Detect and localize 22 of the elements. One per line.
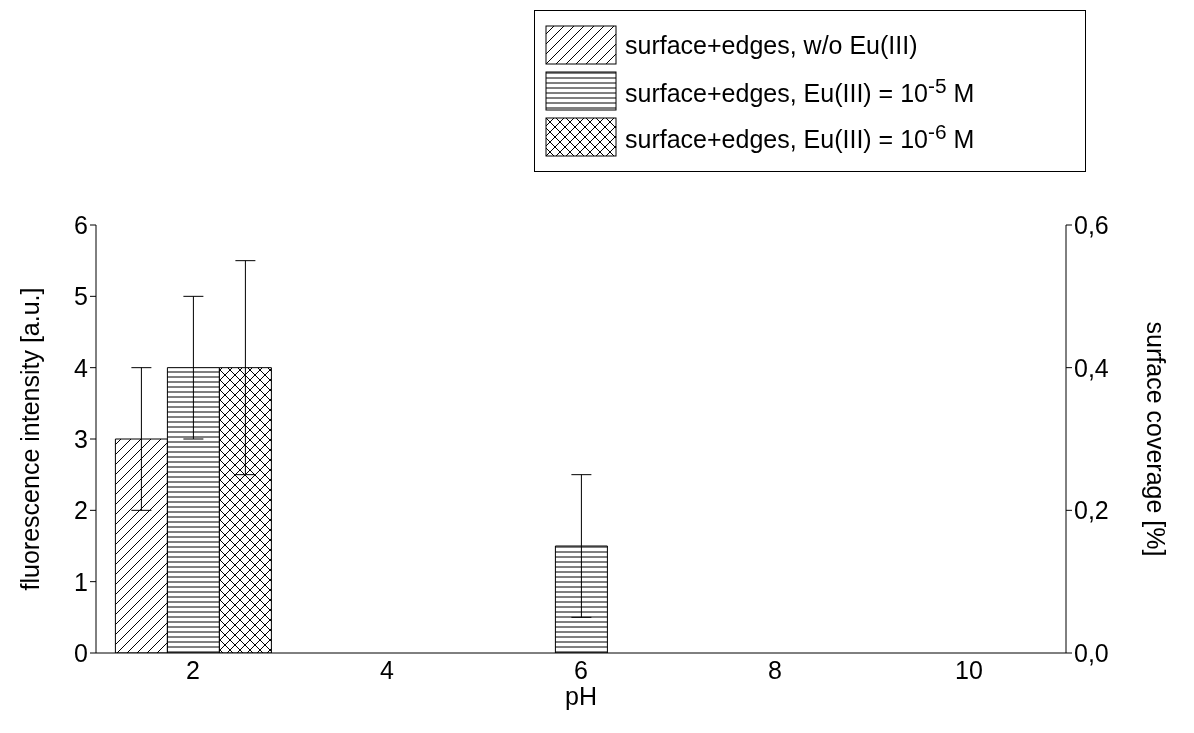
x-tick-label: 8 [768,655,782,684]
legend-label: surface+edges, w/o Eu(III) [625,30,918,60]
x-tick-label: 6 [574,655,588,684]
y2-tick-label: 0,2 [1074,496,1109,525]
legend-label: surface+edges, Eu(III) = 10$^{-6}$ M [625,119,975,155]
y-tick-label: 0 [74,638,88,667]
x-tick-label: 4 [380,655,395,684]
x-tick-label: 10 [955,655,983,684]
legend-label: surface+edges, Eu(III) = 10$^{-5}$ M [625,73,975,109]
x-tick-label: 2 [186,655,200,684]
y-axis-title: fluorescence intensity [a.u.] [15,287,44,591]
y2-tick-label: 0,6 [1074,210,1109,239]
y-tick-label: 1 [74,567,88,596]
y-tick-label: 3 [74,424,88,453]
y2-tick-label: 0,4 [1074,353,1109,382]
y-tick-label: 4 [74,353,89,382]
y-tick-label: 5 [74,282,88,311]
x-axis-title: pH [565,682,597,710]
y2-tick-label: 0,0 [1074,638,1109,667]
y-tick-label: 6 [74,210,88,239]
y-tick-label: 2 [74,496,88,525]
y2-axis-title: surface coverage [%] [1142,321,1171,557]
